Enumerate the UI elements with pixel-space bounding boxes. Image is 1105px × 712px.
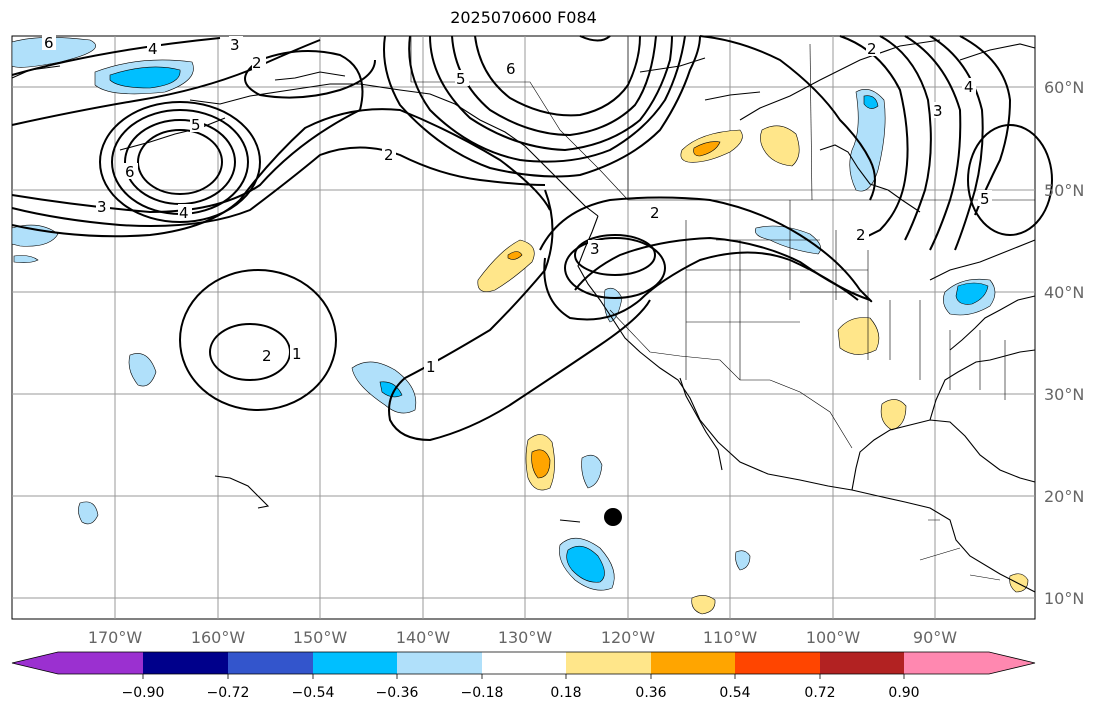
contour-label: 2 <box>252 54 262 72</box>
colorbar-segment <box>989 652 1035 674</box>
colorbar-tick-label: 0.36 <box>635 685 666 701</box>
political-borders <box>410 36 1035 581</box>
contour-label: 6 <box>506 60 516 78</box>
lat-label: 20°N <box>1044 487 1084 506</box>
colorbar-segment <box>651 652 735 674</box>
colorbar-tick-label: −0.36 <box>376 685 419 701</box>
lat-label: 60°N <box>1044 78 1084 97</box>
colorbar-segment <box>228 652 313 674</box>
storm-center-marker <box>604 508 622 526</box>
contour-label: 2 <box>262 347 272 365</box>
colorbar-tick-label: 0.18 <box>550 685 581 701</box>
lon-label: 130°W <box>498 628 553 647</box>
contour-label: 6 <box>125 163 135 181</box>
lon-label: 100°W <box>806 628 861 647</box>
colorbar-tick-label: 0.90 <box>888 685 919 701</box>
contours <box>11 35 1053 442</box>
lon-label: 150°W <box>293 628 348 647</box>
anomaly-shading <box>11 37 1029 615</box>
colorbar: −0.90 −0.72 −0.54 −0.36 −0.18 0.18 0.36 … <box>11 651 1036 701</box>
colorbar-segment <box>566 652 651 674</box>
lon-label: 140°W <box>396 628 451 647</box>
contour-label: 4 <box>964 78 974 96</box>
colorbar-segment <box>12 652 58 674</box>
lon-label: 90°W <box>913 628 957 647</box>
colorbar-tick-label: 0.54 <box>719 685 750 701</box>
colorbar-tick-label: −0.18 <box>461 685 504 701</box>
contour-label: 3 <box>230 36 240 54</box>
colorbar-segment <box>820 652 904 674</box>
contour-label: 1 <box>426 358 436 376</box>
contour-labels: 4 3 2 6 6 3 4 5 2 5 6 2 3 2 3 5 4 2 1 <box>42 34 992 376</box>
colorbar-tick-label: 0.72 <box>804 685 835 701</box>
colorbar-segment <box>397 652 482 674</box>
colorbar-tick-label: −0.72 <box>207 685 250 701</box>
colorbar-segment <box>904 652 989 674</box>
colorbar-tick-label: −0.90 <box>122 685 165 701</box>
colorbar-segment <box>482 652 566 674</box>
contour-label: 3 <box>933 102 943 120</box>
colorbar-segment <box>735 652 820 674</box>
contour-label: 2 <box>650 204 660 222</box>
map-title: 2025070600 F084 <box>450 8 597 27</box>
coastlines <box>11 39 1036 593</box>
colorbar-segment <box>313 652 397 674</box>
lon-label: 160°W <box>191 628 246 647</box>
lat-label: 30°N <box>1044 385 1084 404</box>
lat-labels: 60°N 50°N 40°N 30°N 20°N 10°N <box>1044 78 1084 608</box>
lon-labels: 170°W 160°W 150°W 140°W 130°W 120°W 110°… <box>88 628 957 647</box>
lat-label: 50°N <box>1044 181 1084 200</box>
colorbar-segment <box>143 652 228 674</box>
contour-label: 2 <box>856 226 866 244</box>
contour-label: 2 <box>384 146 394 164</box>
lat-label: 10°N <box>1044 589 1084 608</box>
contour-label: 6 <box>44 34 54 52</box>
contour-label: 3 <box>590 240 600 258</box>
contour-label: 1 <box>292 345 302 363</box>
contour-label: 5 <box>980 190 990 208</box>
lat-label: 40°N <box>1044 283 1084 302</box>
lon-label: 120°W <box>601 628 656 647</box>
colorbar-tick-label: −0.54 <box>292 685 335 701</box>
contour-label: 3 <box>97 198 107 216</box>
contour-label: 5 <box>456 70 466 88</box>
contour-label: 4 <box>179 204 189 222</box>
colorbar-segment <box>58 652 143 674</box>
contour-label: 5 <box>191 116 201 134</box>
lon-label: 110°W <box>703 628 758 647</box>
contour-label: 2 <box>867 40 877 58</box>
lon-label: 170°W <box>88 628 143 647</box>
contour-label: 4 <box>148 40 158 58</box>
